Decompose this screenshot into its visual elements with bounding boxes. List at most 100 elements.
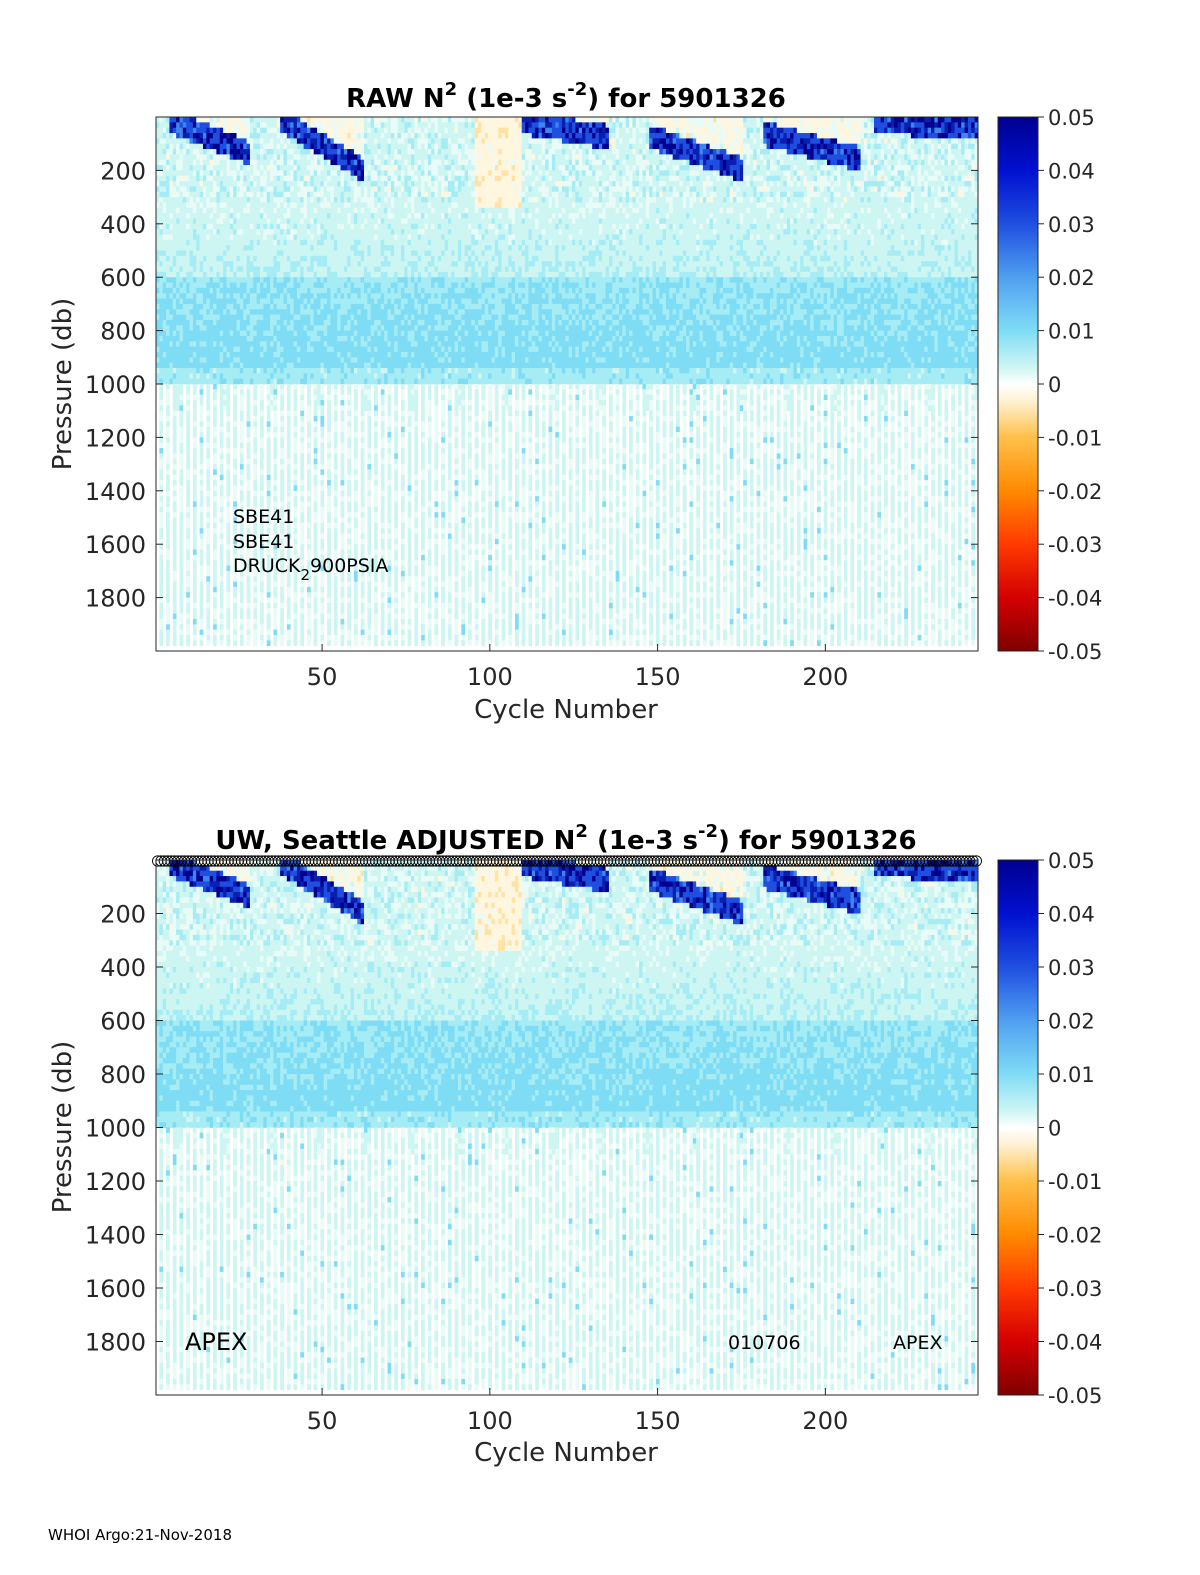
heat-cell: [253, 528, 258, 534]
heat-cell: [306, 303, 311, 310]
heat-cell: [280, 367, 284, 374]
heat-cell: [317, 293, 321, 299]
heat-cell: [300, 613, 305, 620]
heat-cell: [323, 282, 328, 289]
heat-cell: [266, 245, 271, 251]
heat-cell: [239, 213, 244, 219]
heat-cell: [333, 213, 338, 219]
heat-cell: [260, 640, 264, 647]
heat-cell: [266, 346, 271, 353]
heat-cell: [377, 250, 382, 257]
heat-cell: [179, 197, 184, 203]
heat-cell: [337, 293, 341, 299]
heat-cell: [333, 629, 338, 636]
heat-cell: [166, 506, 170, 513]
heat-cell: [300, 416, 305, 422]
heat-cell: [337, 271, 341, 278]
heat-cell: [213, 448, 217, 454]
heat-cell: [370, 170, 375, 177]
heat-cell: [286, 165, 291, 171]
heat-cell: [249, 229, 254, 235]
heat-cell: [364, 207, 368, 214]
heat-cell: [176, 197, 180, 203]
heat-cell: [206, 405, 211, 412]
heat-cell: [233, 186, 237, 193]
heat-cell: [243, 303, 247, 310]
heat-cell: [273, 517, 278, 524]
heat-cell: [166, 293, 170, 299]
heat-cell: [296, 303, 301, 310]
heat-cell: [374, 239, 378, 246]
heat-cell: [213, 255, 217, 262]
heat-cell: [266, 309, 271, 315]
heat-cell: [337, 330, 341, 337]
heat-cell: [226, 335, 231, 342]
heat-cell: [226, 506, 231, 513]
heat-cell: [169, 261, 174, 267]
heat-cell: [313, 522, 318, 529]
heat-cell: [166, 373, 170, 380]
heat-cell: [159, 618, 164, 625]
heat-cell: [179, 287, 184, 294]
heat-cell: [213, 293, 217, 299]
heat-cell: [303, 255, 308, 262]
heat-cell: [256, 293, 261, 299]
heat-cell: [249, 351, 254, 358]
heat-cell: [266, 517, 271, 524]
heat-cell: [327, 586, 331, 593]
heat-cell: [213, 143, 217, 150]
heat-cell: [323, 319, 328, 326]
heat-cell: [162, 255, 167, 262]
heat-cell: [186, 234, 190, 241]
heat-cell: [286, 282, 291, 289]
heat-cell: [239, 239, 244, 246]
heat-cell: [182, 367, 187, 374]
heat-cell: [246, 362, 251, 369]
heat-cell: [199, 303, 204, 310]
heat-cell: [347, 165, 351, 171]
heat-cell: [156, 282, 160, 289]
heat-cell: [239, 474, 244, 481]
heat-cell: [367, 592, 372, 598]
heat-cell: [280, 282, 284, 289]
heat-cell: [176, 373, 180, 380]
heat-cell: [367, 346, 372, 353]
heat-cell: [310, 181, 315, 187]
heat-cell: [273, 207, 278, 214]
heat-cell: [249, 197, 254, 203]
heat-cell: [239, 528, 244, 534]
heat-cell: [320, 629, 325, 636]
heat-cell: [320, 298, 325, 305]
heat-cell: [337, 255, 341, 262]
heat-cell: [310, 165, 315, 171]
heat-cell: [300, 602, 305, 609]
heat-cell: [236, 362, 241, 369]
heat-cell: [333, 490, 338, 497]
heat-cell: [223, 367, 227, 374]
heat-cell: [374, 634, 378, 641]
heat-cell: [162, 261, 167, 267]
heat-cell: [286, 448, 291, 454]
heat-cell: [327, 154, 331, 161]
heat-cell: [159, 117, 164, 123]
heat-cell: [213, 634, 217, 641]
heat-cell: [166, 480, 170, 486]
heat-cell: [256, 175, 261, 182]
heat-cell: [293, 271, 298, 278]
heat-cell: [202, 298, 207, 305]
heat-cell: [243, 293, 247, 299]
heat-cell: [357, 287, 362, 294]
heat-cell: [360, 496, 365, 502]
heat-cell: [333, 405, 338, 412]
heat-cell: [286, 170, 291, 177]
heat-cell: [370, 127, 375, 134]
heat-cell: [377, 133, 382, 139]
heat-cell: [192, 138, 197, 145]
heat-cell: [367, 117, 372, 123]
heat-cell: [300, 469, 305, 476]
heat-cell: [296, 325, 301, 331]
heat-cell: [226, 351, 231, 358]
heat-cell: [263, 223, 268, 230]
heat-cell: [172, 517, 177, 524]
heat-cell: [209, 373, 214, 380]
